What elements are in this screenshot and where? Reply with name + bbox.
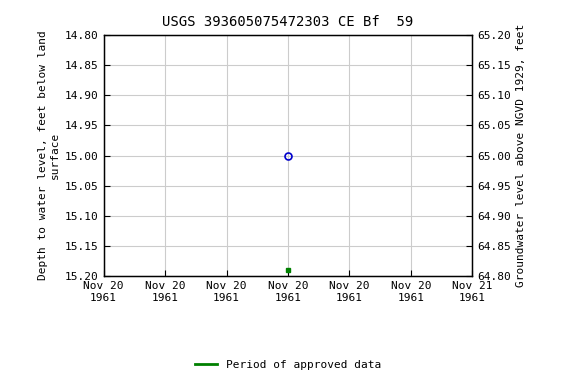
Title: USGS 393605075472303 CE Bf  59: USGS 393605075472303 CE Bf 59 <box>162 15 414 29</box>
Legend: Period of approved data: Period of approved data <box>191 356 385 375</box>
Y-axis label: Groundwater level above NGVD 1929, feet: Groundwater level above NGVD 1929, feet <box>517 24 526 287</box>
Y-axis label: Depth to water level, feet below land
surface: Depth to water level, feet below land su… <box>38 31 59 280</box>
